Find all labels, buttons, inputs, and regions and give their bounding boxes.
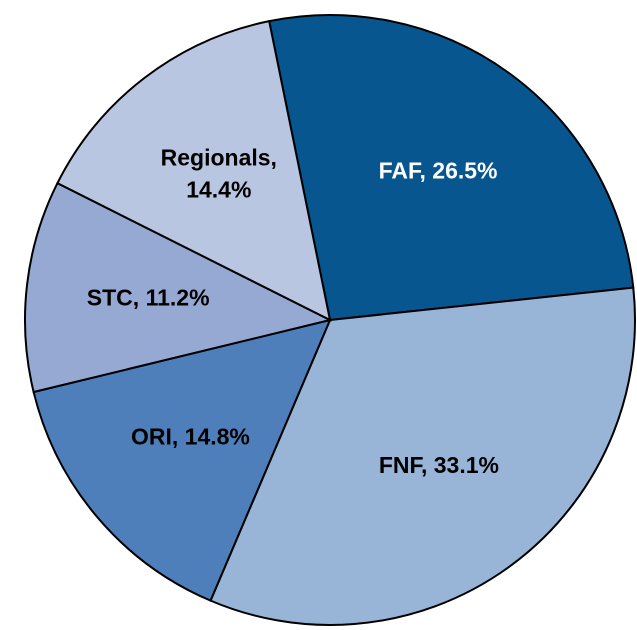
pie-slice bbox=[32, 318, 332, 602]
slice-label: Regionals, 14.4% bbox=[161, 145, 277, 203]
label-line: Regionals, bbox=[161, 145, 277, 171]
slice-label: STC, 11.2% bbox=[87, 284, 210, 310]
slice-label: FNF, 33.1% bbox=[379, 452, 499, 478]
pie-slice bbox=[209, 286, 636, 626]
label-line: 14.4% bbox=[186, 177, 251, 203]
slice-label: FAF, 26.5% bbox=[379, 157, 498, 183]
pie-slice bbox=[56, 19, 332, 322]
pie-slice bbox=[24, 181, 333, 394]
pie-slice bbox=[268, 14, 635, 322]
slice-label: ORI, 14.8% bbox=[131, 423, 250, 449]
